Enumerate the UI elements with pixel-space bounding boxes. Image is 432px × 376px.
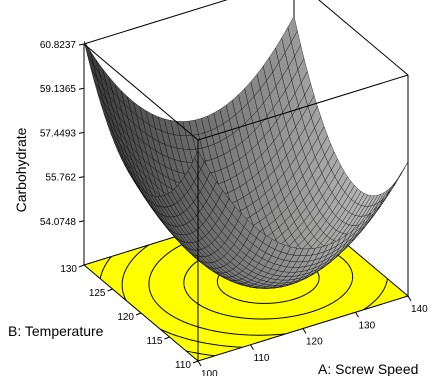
x-axis-title: A: Screw Speed — [318, 361, 418, 376]
y-tick-label: 125 — [89, 288, 106, 299]
x-tick-label: 100 — [201, 369, 218, 376]
x-tick-label: 130 — [359, 320, 376, 331]
y-tick-label: 110 — [175, 360, 191, 371]
x-tick-mark — [250, 344, 254, 351]
y-tick-label: 115 — [147, 336, 163, 347]
y-tick-label: 120 — [117, 312, 134, 323]
box-edge-back-top — [83, 0, 228, 45]
z-tick-mark — [78, 176, 85, 179]
x-tick-label: 110 — [254, 353, 270, 364]
z-tick-label: 59.1365 — [40, 84, 77, 95]
z-tick-mark — [78, 131, 85, 134]
z-tick-label: 55.762 — [45, 173, 76, 184]
x-tick-mark — [407, 295, 412, 302]
x-tick-label: 140 — [411, 304, 428, 315]
box-edge-top-right — [318, 0, 409, 76]
axis-ticks: 54.0748 55.762 57.4493 59.1365 60.8237 110 115… — [40, 40, 428, 376]
y-tick-mark — [192, 360, 199, 364]
response-surface — [83, 15, 409, 289]
z-tick-mark — [78, 220, 85, 223]
x-tick-label: 120 — [306, 337, 323, 348]
y-tick-mark — [78, 264, 85, 268]
contour-line-5 — [99, 200, 297, 357]
y-axis-title: B: Temperature — [8, 323, 104, 339]
front-box-edges — [83, 0, 409, 361]
z-axis-title: Carbohydrate — [13, 127, 29, 212]
y-tick-mark — [107, 288, 113, 292]
y-tick-mark — [164, 336, 170, 340]
box-edge-top-left — [83, 43, 199, 141]
z-tick-mark — [78, 87, 85, 90]
y-tick-mark — [135, 312, 142, 316]
surface-facet — [194, 150, 205, 170]
x-tick-mark — [302, 328, 307, 334]
box-edge-top-front — [197, 74, 409, 141]
surface-facet — [385, 181, 396, 198]
z-tick-label: 60.8237 — [40, 40, 77, 51]
y-tick-label: 130 — [60, 264, 77, 275]
z-tick-mark — [78, 43, 85, 46]
x-tick-mark — [355, 311, 359, 318]
x-tick-mark — [197, 360, 202, 367]
z-tick-label: 54.0748 — [40, 217, 77, 228]
z-tick-label: 57.4493 — [40, 128, 77, 139]
